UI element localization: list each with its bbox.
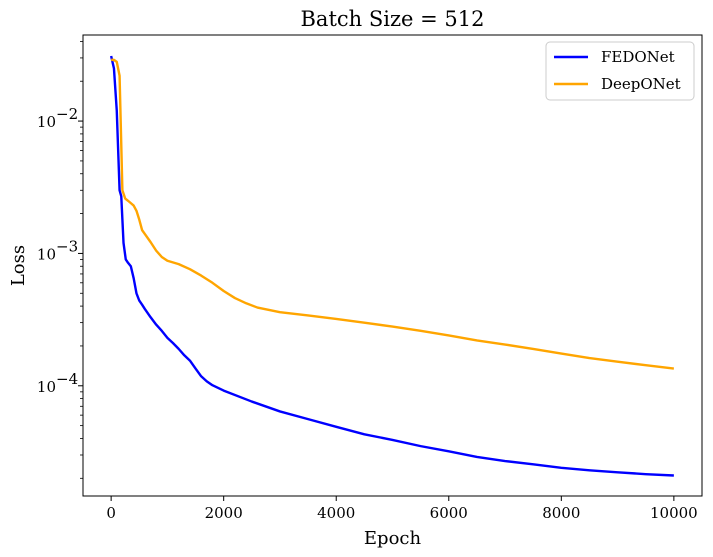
series-line-deeponet	[111, 58, 675, 370]
x-tick-label: 10000	[650, 504, 698, 522]
y-tick-label: 10	[37, 113, 56, 131]
y-tick-exponent: −4	[56, 370, 78, 388]
x-tick-label: 6000	[430, 504, 468, 522]
x-tick-label: 4000	[317, 504, 355, 522]
x-axis-label: Epoch	[364, 528, 422, 549]
x-tick-label: 0	[106, 504, 116, 522]
plot-frame	[82, 34, 703, 497]
y-tick-exponent: −2	[56, 105, 78, 123]
legend: FEDONet DeepONet	[545, 41, 695, 101]
chart-title: Batch Size = 512	[301, 7, 485, 31]
y-tick-label: 10	[37, 245, 56, 263]
legend-label-fedonet: FEDONet	[601, 48, 675, 66]
y-tick-label: 10	[37, 378, 56, 396]
series-line-fedonet	[109, 55, 674, 477]
y-axis-label: Loss	[8, 245, 29, 286]
legend-label-deeponet: DeepONet	[601, 75, 681, 93]
y-tick-exponent: −3	[56, 237, 78, 255]
x-tick-label: 8000	[542, 504, 580, 522]
series-layer	[109, 55, 675, 477]
x-tick-label: 2000	[205, 504, 243, 522]
